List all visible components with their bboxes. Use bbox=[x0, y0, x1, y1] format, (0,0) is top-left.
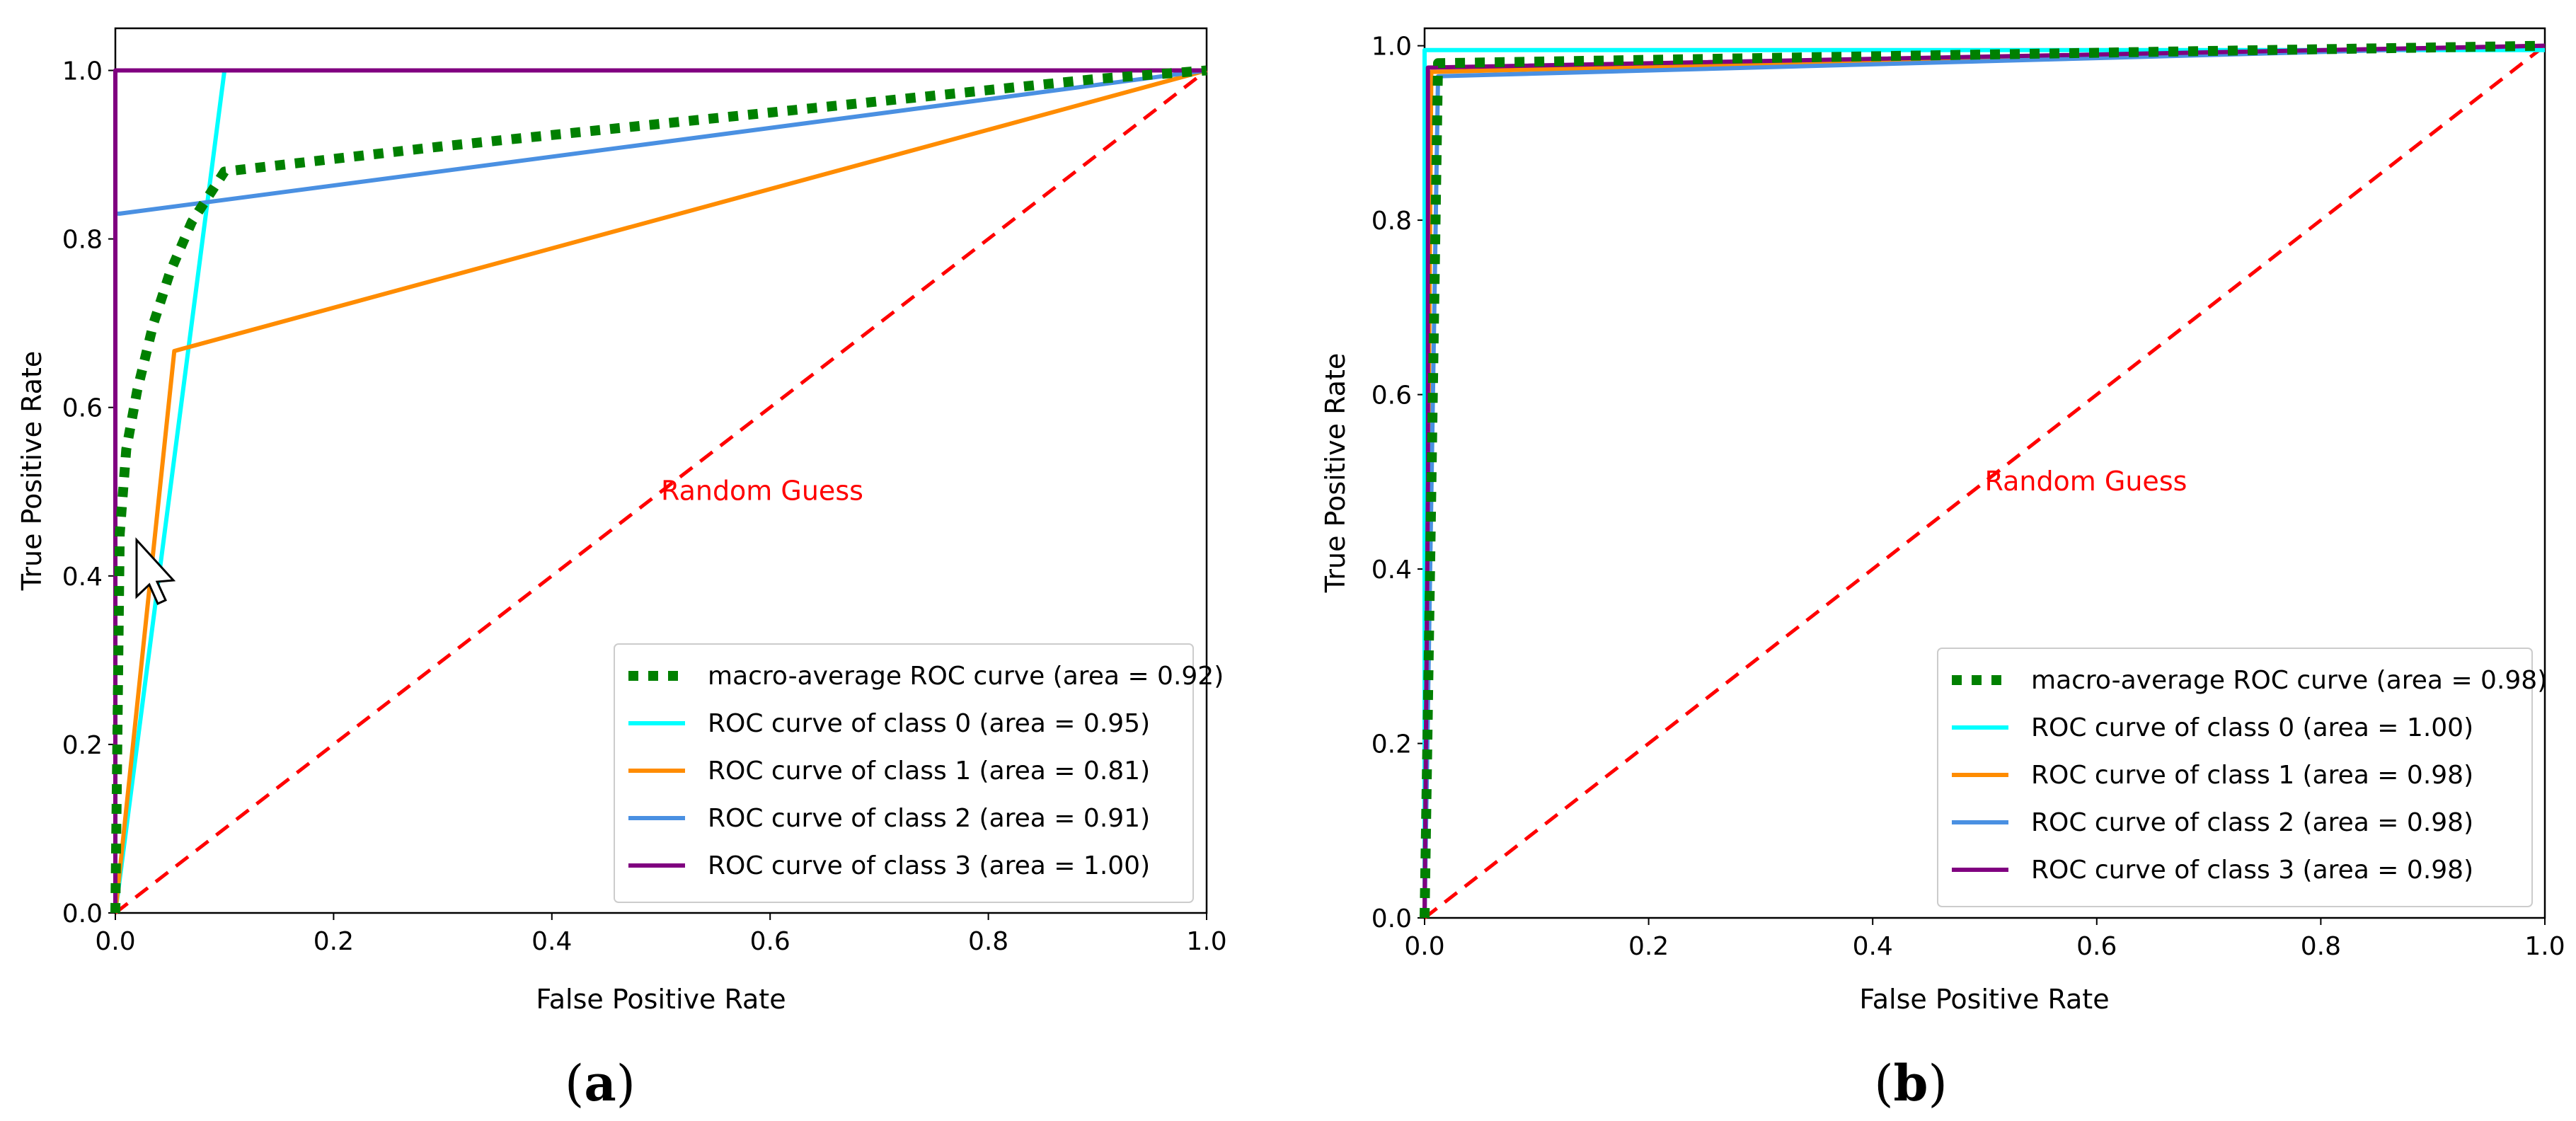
panel-a-y-tick-label: 0.4 bbox=[62, 563, 103, 592]
panel-a-legend-frame bbox=[614, 643, 1194, 903]
panel-a-label-open-paren: ( bbox=[565, 1054, 584, 1113]
panel-a-x-tick-label: 0.4 bbox=[531, 927, 572, 956]
panel-a-x-tick-label: 0.0 bbox=[95, 927, 135, 956]
panel-b-y-tick-label: 0.4 bbox=[1372, 556, 1412, 585]
panel-b-label: (b) bbox=[1874, 1054, 1948, 1113]
panel-b-x-tick-label: 0.8 bbox=[2301, 932, 2341, 961]
panel-a-legend-entry: ROC curve of class 2 (area = 0.91) bbox=[708, 804, 1150, 833]
panel-a-y-tick-label: 0.2 bbox=[62, 731, 103, 760]
panel-b-label-close-paren: ) bbox=[1928, 1054, 1947, 1113]
panel-b-y-tick-label: 0.0 bbox=[1372, 904, 1412, 933]
panel-b-x-tick-label: 0.2 bbox=[1628, 932, 1669, 961]
panel-a-legend-entry: macro-average ROC curve (area = 0.92) bbox=[708, 662, 1224, 691]
panel-a-legend-entry: ROC curve of class 0 (area = 0.95) bbox=[708, 709, 1150, 738]
panel-a-y-axis: 0.0 0.2 0.4 0.6 0.8 1.0 bbox=[62, 57, 115, 929]
panel-a-legend: macro-average ROC curve (area = 0.92) ROC… bbox=[614, 643, 1224, 903]
panel-b-legend-frame bbox=[1937, 648, 2533, 907]
panel-a-legend-entry: ROC curve of class 3 (area = 1.00) bbox=[708, 851, 1150, 880]
panel-a-label-close-paren: ) bbox=[616, 1054, 636, 1113]
panel-a-annotation-random-guess: Random Guess bbox=[661, 476, 863, 507]
panel-a-y-tick-label: 0.0 bbox=[62, 899, 103, 929]
panel-a-y-tick-label: 0.8 bbox=[62, 226, 103, 255]
panel-b-label-open-paren: ( bbox=[1874, 1054, 1893, 1113]
panel-a-x-axis-label: False Positive Rate bbox=[536, 984, 786, 1015]
panel-b-x-axis-label: False Positive Rate bbox=[1859, 984, 2109, 1015]
panel-b-legend-entry: macro-average ROC curve (area = 0.98) bbox=[2031, 666, 2547, 695]
panel-b-y-axis-label: True Positive Rate bbox=[1320, 353, 1351, 594]
panel-a-series bbox=[110, 65, 1208, 914]
panel-a-x-tick-label: 1.0 bbox=[1186, 927, 1226, 956]
panel-b-x-tick-label: 0.0 bbox=[1404, 932, 1444, 961]
panel-b-x-tick-label: 0.6 bbox=[2076, 932, 2117, 961]
panel-b-legend-entry: ROC curve of class 0 (area = 1.00) bbox=[2031, 713, 2473, 742]
panel-b-y-tick-label: 1.0 bbox=[1372, 33, 1412, 62]
panel-a-y-tick-label: 0.6 bbox=[62, 394, 103, 423]
panel-a-y-axis-label: True Positive Rate bbox=[16, 351, 47, 592]
panel-b-series bbox=[1420, 40, 2546, 919]
panel-b-legend-entry: ROC curve of class 1 (area = 0.98) bbox=[2031, 761, 2473, 790]
panel-a-label: (a) bbox=[565, 1054, 636, 1113]
panel-a-chart: 0.0 0.2 0.4 0.6 0.8 1.0 0.0 0.2 0.4 0.6 0.8 1.0 Ra… bbox=[16, 27, 1227, 1113]
panel-b-x-tick-label: 0.4 bbox=[1853, 932, 1893, 961]
panel-b-legend-entry: ROC curve of class 2 (area = 0.98) bbox=[2031, 808, 2473, 837]
panel-a-x-axis: 0.0 0.2 0.4 0.6 0.8 1.0 bbox=[95, 913, 1227, 956]
panel-b-random-guess-line bbox=[1423, 44, 2546, 919]
panel-a-label-letter: a bbox=[584, 1054, 616, 1113]
panel-b-label-letter: b bbox=[1894, 1054, 1928, 1113]
panel-b-legend: macro-average ROC curve (area = 0.98) ROC… bbox=[1937, 648, 2547, 907]
panel-b-x-tick-label: 1.0 bbox=[2524, 932, 2565, 961]
panel-b-y-tick-label: 0.2 bbox=[1372, 730, 1412, 759]
panel-a-legend-entry: ROC curve of class 1 (area = 0.81) bbox=[708, 757, 1150, 786]
panel-a-x-tick-label: 0.8 bbox=[968, 927, 1008, 956]
panel-a-y-tick-label: 1.0 bbox=[62, 57, 103, 86]
panel-a-series-2-line bbox=[113, 68, 1207, 914]
panel-a-x-tick-label: 0.6 bbox=[750, 927, 790, 956]
panel-b-legend-entry: ROC curve of class 3 (area = 0.98) bbox=[2031, 856, 2473, 885]
panel-a-random-guess-line bbox=[114, 69, 1208, 914]
mouse-cursor-icon bbox=[135, 537, 176, 605]
panel-b-y-tick-label: 0.6 bbox=[1372, 381, 1412, 410]
panel-b-annotation-random-guess: Random Guess bbox=[1985, 466, 2187, 497]
panel-b-x-axis: 0.0 0.2 0.4 0.6 0.8 1.0 bbox=[1404, 918, 2565, 961]
panel-a-x-tick-label: 0.2 bbox=[314, 927, 354, 956]
panel-b-y-tick-label: 0.8 bbox=[1372, 207, 1412, 236]
panel-b-chart: 0.0 0.2 0.4 0.6 0.8 1.0 0.0 0.2 0.4 0.6 0.8 1.0 Ra… bbox=[1320, 27, 2565, 1113]
